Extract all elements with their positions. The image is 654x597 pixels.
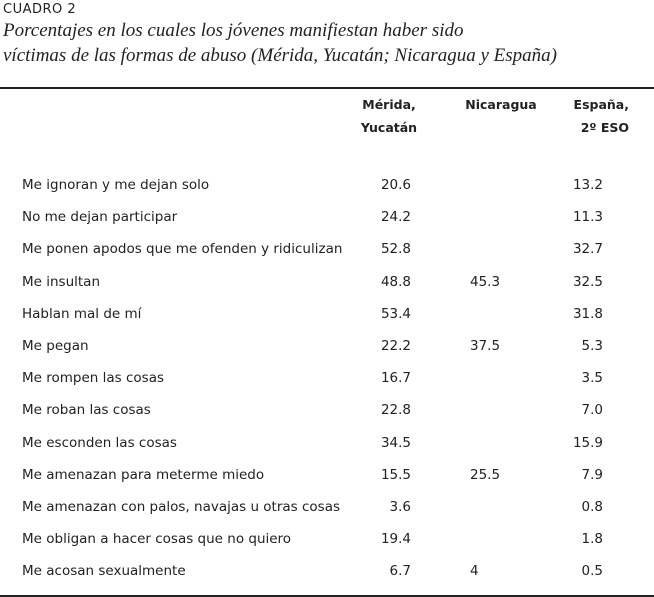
- cell-value: 34.5: [380, 434, 411, 451]
- column-header: España,: [573, 97, 629, 112]
- cell-value: 15.5: [380, 466, 411, 483]
- row-label: Me acosan sexualmente: [22, 563, 186, 580]
- cell-value: 5.3: [581, 338, 603, 354]
- cell-value: 19.4: [380, 531, 411, 548]
- cell-value: 7.0: [581, 402, 603, 419]
- cell-value: 7.9: [581, 466, 603, 483]
- row-label: Me insultan: [22, 273, 101, 290]
- cell-value: 32.5: [572, 273, 603, 290]
- bottom-rule: [0, 595, 654, 597]
- cell-value: 32.7: [572, 241, 603, 258]
- table-label: CUADRO 2: [3, 2, 77, 17]
- row-label: Me rompen las cosas: [22, 370, 165, 387]
- row-label: Me ignoran y me dejan solo: [22, 177, 210, 193]
- cell-value: 3.5: [581, 370, 603, 387]
- cell-value: 31.8: [572, 305, 603, 322]
- cell-value: 53.4: [380, 305, 411, 322]
- row-label: Me esconden las cosas: [22, 434, 177, 451]
- cell-value: 13.2: [572, 177, 603, 193]
- cell-value: 24.2: [380, 209, 411, 226]
- cell-value: 48.8: [380, 273, 411, 290]
- cell-value: 11.3: [572, 209, 603, 226]
- row-label: Me pegan: [22, 338, 89, 354]
- cell-value: 22.2: [380, 338, 411, 354]
- title-line: Porcentajes en los cuales los jóvenes ma…: [3, 20, 464, 41]
- row-label: No me dejan participar: [22, 209, 178, 226]
- cell-value: 37.5: [470, 338, 501, 354]
- cell-value: 22.8: [380, 402, 411, 419]
- column-header: Nicaragua: [465, 97, 537, 112]
- title-line: víctimas de las formas de abuso (Mérida,…: [3, 45, 557, 66]
- column-header: Mérida,: [362, 97, 416, 112]
- cell-value: 4: [470, 563, 479, 580]
- cell-value: 52.8: [380, 241, 411, 258]
- cell-value: 3.6: [389, 499, 411, 515]
- cell-value: 0.5: [581, 563, 603, 580]
- row-label: Me amenazan para meterme miedo: [22, 466, 265, 483]
- cell-value: 20.6: [380, 177, 411, 193]
- cell-value: 0.8: [581, 499, 603, 515]
- cell-value: 16.7: [380, 370, 411, 387]
- column-header: Yucatán: [360, 120, 418, 135]
- row-label: Me obligan a hacer cosas que no quiero: [22, 531, 292, 548]
- cell-value: 45.3: [470, 273, 501, 290]
- cell-value: 1.8: [581, 531, 603, 548]
- top-rule: [0, 87, 654, 89]
- column-header: 2º ESO: [580, 120, 629, 135]
- cell-value: 25.5: [470, 466, 501, 483]
- row-label: Me amenazan con palos, navajas u otras c…: [22, 499, 341, 515]
- row-label: Hablan mal de mí: [22, 305, 142, 322]
- cell-value: 6.7: [389, 563, 411, 580]
- row-label: Me roban las cosas: [22, 402, 151, 419]
- cell-value: 15.9: [572, 434, 603, 451]
- row-label: Me ponen apodos que me ofenden y ridicul…: [22, 241, 343, 258]
